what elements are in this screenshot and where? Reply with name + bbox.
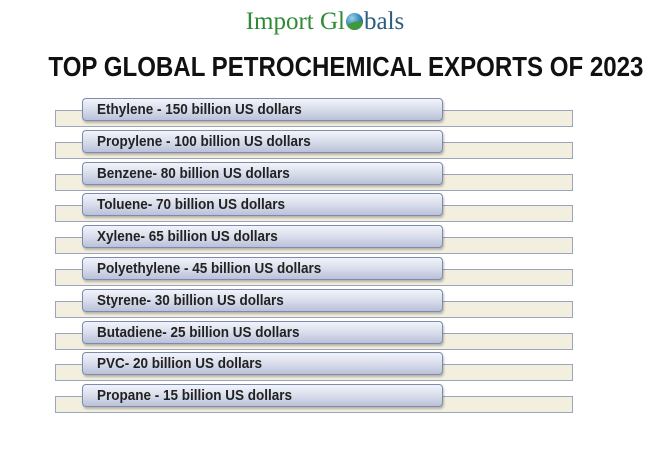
item-label: Propane - 15 billion US dollars	[97, 387, 293, 405]
item-label: Polyethylene - 45 billion US dollars	[97, 260, 322, 277]
list-item: Styrene- 30 billion US dollars	[0, 288, 650, 321]
item-label: Propylene - 100 billion US dollars	[97, 132, 311, 150]
item-label: Benzene- 80 billion US dollars	[97, 164, 290, 182]
item-label-box: Styrene- 30 billion US dollars	[82, 288, 443, 312]
item-label: Toluene- 70 billion US dollars	[97, 196, 286, 214]
logo-text-bals: bals	[364, 8, 405, 35]
item-label-box: PVC- 20 billion US dollars	[82, 352, 443, 376]
item-label: Ethylene - 150 billion US dollars	[97, 101, 302, 118]
list-item: PVC- 20 billion US dollars	[0, 352, 650, 384]
globe-icon	[346, 13, 363, 30]
logo: Import Gl bals	[0, 6, 650, 38]
item-label-box: Butadiene- 25 billion US dollars	[82, 320, 443, 344]
list-item: Polyethylene - 45 billion US dollars	[0, 257, 650, 289]
item-label-box: Polyethylene - 45 billion US dollars	[82, 257, 443, 280]
list-item: Propane - 15 billion US dollars	[0, 384, 650, 416]
item-label: Butadiene- 25 billion US dollars	[97, 323, 300, 341]
item-label-box: Xylene- 65 billion US dollars	[82, 225, 443, 249]
list-item: Ethylene - 150 billion US dollars	[0, 98, 650, 130]
item-label: Styrene- 30 billion US dollars	[97, 291, 284, 309]
list-item: Toluene- 70 billion US dollars	[0, 193, 650, 225]
item-label-box: Toluene- 70 billion US dollars	[82, 193, 443, 217]
list-item: Xylene- 65 billion US dollars	[0, 225, 650, 257]
item-label: Xylene- 65 billion US dollars	[97, 228, 278, 246]
logo-text-import: Import Gl	[245, 8, 345, 35]
item-label-box: Propane - 15 billion US dollars	[82, 384, 443, 408]
page-title: TOP GLOBAL PETROCHEMICAL EXPORTS OF 2023	[0, 50, 650, 84]
page-title-text: TOP GLOBAL PETROCHEMICAL EXPORTS OF 2023	[48, 51, 644, 82]
list-item: Propylene - 100 billion US dollars	[0, 129, 650, 162]
list-item: Butadiene- 25 billion US dollars	[0, 320, 650, 353]
list-item: Benzene- 80 billion US dollars	[0, 161, 650, 194]
item-label-box: Ethylene - 150 billion US dollars	[82, 98, 443, 121]
item-label-box: Propylene - 100 billion US dollars	[82, 129, 443, 153]
item-label-box: Benzene- 80 billion US dollars	[82, 161, 443, 185]
item-label: PVC- 20 billion US dollars	[97, 355, 263, 373]
